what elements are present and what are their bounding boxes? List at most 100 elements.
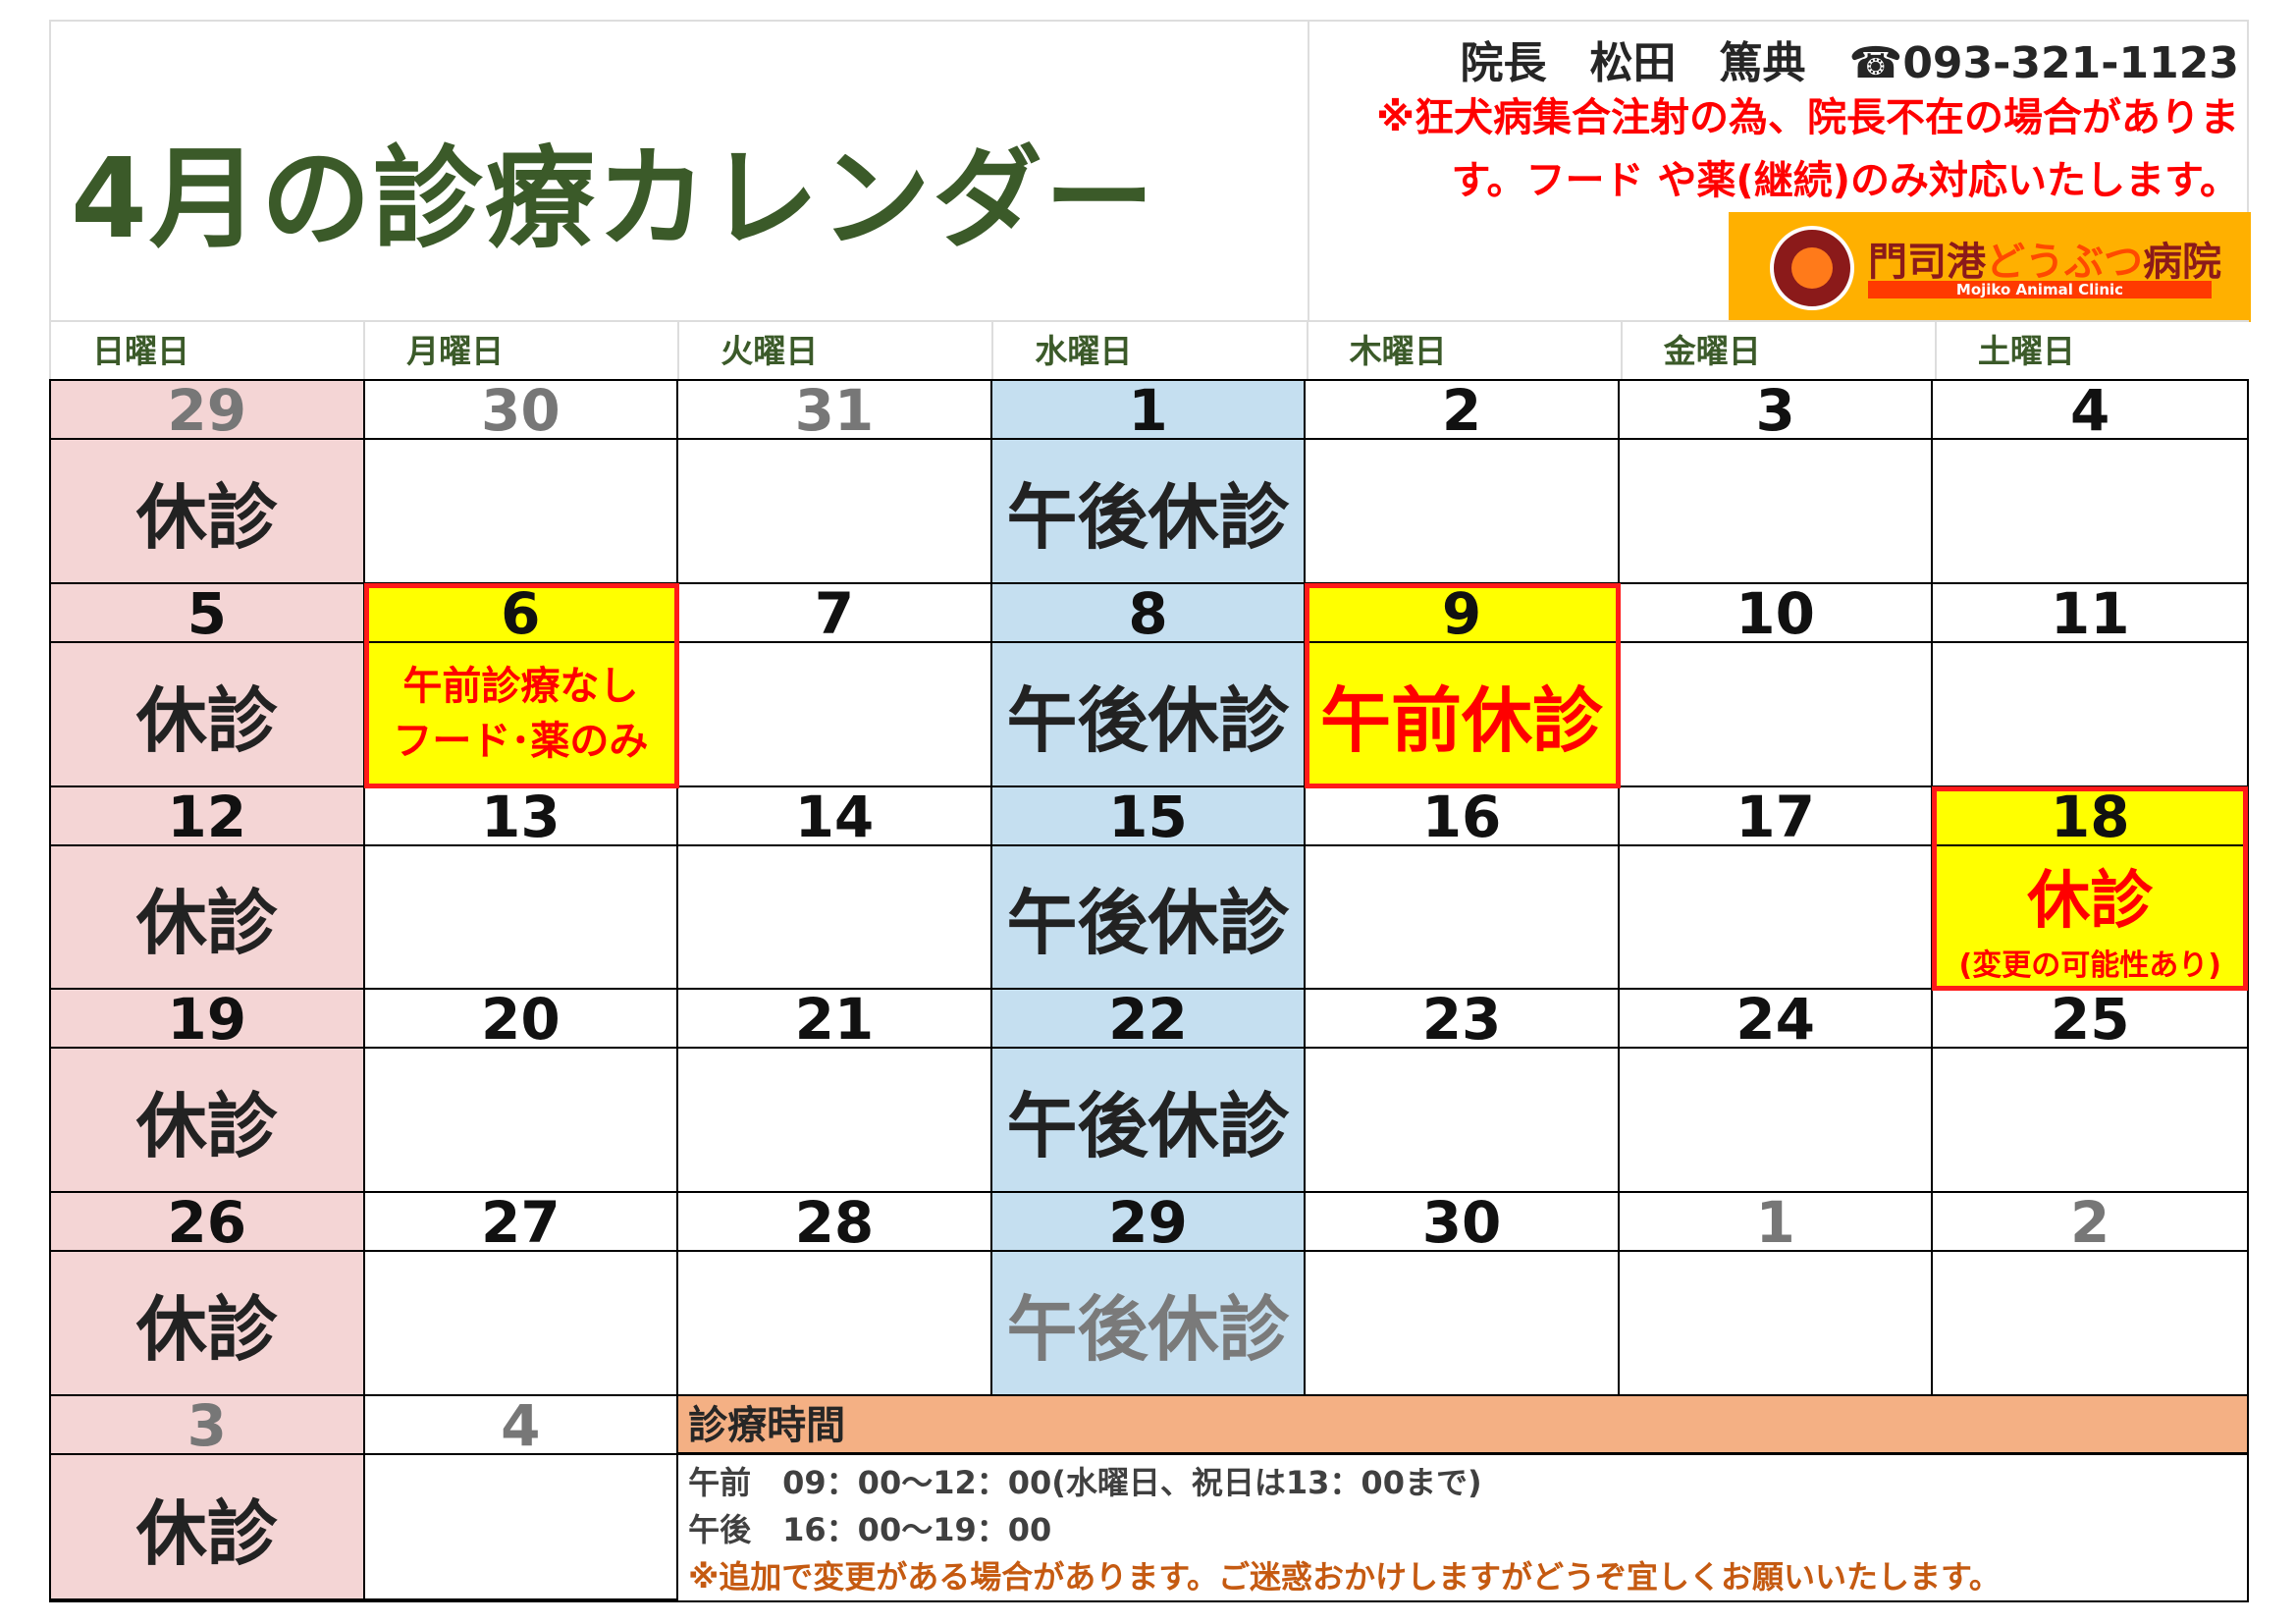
day-number: 18 [1933, 787, 2247, 846]
clinic-name: 門司港どうぶつ病院 [1868, 240, 2221, 285]
clinic-hours: 診療時間 午前 09：00～12：00(水曜日、祝日は13：00まで) 午後 16：… [678, 1396, 2247, 1600]
day-note-area [1933, 1049, 2247, 1191]
day-note-area [1306, 846, 1618, 989]
calendar-day: 28 [678, 1193, 992, 1396]
day-note-area [365, 846, 677, 989]
day-note-area [678, 1252, 990, 1394]
weekday-header: 日曜日 月曜日 火曜日 水曜日 木曜日 金曜日 土曜日 [49, 320, 2249, 381]
day-number: 10 [1619, 584, 1932, 643]
day-status: 休診 [135, 1288, 278, 1372]
day-note-line: フード･薬のみ [393, 719, 649, 765]
header-info: 院長 松田 篤典 ☎093-321-1123 ※狂犬病集合注射の為、院長不在の場… [1308, 22, 2251, 322]
day-note-area: 休診 (変更の可能性あり) [1933, 846, 2247, 989]
day-note-area [1620, 440, 1932, 582]
day-note-area [365, 1455, 677, 1598]
day-number: 4 [364, 1396, 677, 1455]
day-note-area [1620, 1049, 1932, 1191]
day-note-area: 午後休診 [992, 846, 1305, 989]
day-status: 午前休診 [1320, 678, 1604, 762]
day-note-area: 午前診療なし フード･薬のみ [365, 643, 677, 785]
calendar-day: 26 休診 [51, 1193, 365, 1396]
clinic-subtitle: Mojiko Animal Clinic [1868, 281, 2212, 298]
day-number: 15 [991, 787, 1305, 846]
calendar-header: 4月の診療カレンダー 院長 松田 篤典 ☎093-321-1123 ※狂犬病集合… [49, 20, 2251, 322]
day-number: 17 [1619, 787, 1932, 846]
day-number: 14 [678, 787, 990, 846]
calendar-day: 25 [1933, 990, 2247, 1194]
day-note-area [1620, 846, 1932, 989]
day-number: 12 [51, 787, 363, 846]
clinic-logo: 門司港どうぶつ病院 Mojiko Animal Clinic [1729, 212, 2251, 322]
day-note-area [1620, 643, 1932, 785]
day-number: 30 [1306, 1193, 1618, 1253]
day-number: 2 [1306, 381, 1618, 440]
day-note-area [1306, 440, 1618, 582]
day-number: 28 [678, 1193, 990, 1253]
day-note-area [1933, 440, 2247, 582]
day-note-area [1933, 1252, 2247, 1394]
day-status: 休診 [135, 678, 278, 762]
calendar-day: 4 [1933, 381, 2247, 584]
calendar-day: 2 [1933, 1193, 2247, 1396]
calendar-day: 9 午前休診 [1305, 582, 1621, 788]
day-number: 8 [991, 584, 1305, 643]
day-number: 16 [1306, 787, 1618, 846]
calendar-day: 29 午後休診 [991, 1193, 1307, 1396]
day-number: 7 [678, 584, 990, 643]
calendar-day: 30 [1306, 1193, 1620, 1396]
paw-icon [1770, 226, 1854, 310]
calendar-day: 1 午後休診 [991, 381, 1307, 584]
day-number: 19 [51, 990, 363, 1050]
calendar-day: 16 [1306, 786, 1620, 991]
calendar-day: 6 午前診療なし フード･薬のみ [363, 582, 680, 788]
day-status: 午後休診 [1006, 678, 1290, 762]
day-subnote: (変更の可能性あり) [1958, 947, 2221, 983]
calendar-day: 11 [1933, 583, 2247, 787]
day-note-area: 休診 [51, 643, 363, 785]
calendar-day: 7 [678, 583, 992, 787]
day-note-area: 午後休診 [992, 440, 1305, 582]
day-number: 6 [364, 584, 677, 643]
weekday-label: 月曜日 [363, 322, 677, 381]
calendar-day: 5 休診 [51, 583, 365, 787]
day-number: 11 [1933, 584, 2247, 643]
day-note-area [1933, 643, 2247, 785]
day-status: 午後休診 [1006, 1085, 1290, 1168]
day-note-area: 休診 [51, 1049, 363, 1191]
day-note-area [365, 440, 677, 582]
day-status: 休診 [135, 1085, 278, 1168]
day-status: 休診 [135, 475, 278, 559]
day-note-area [365, 1049, 677, 1191]
calendar-day: 13 [364, 786, 679, 991]
day-number: 9 [1306, 584, 1618, 643]
day-note-area: 午前休診 [1306, 643, 1618, 785]
day-note-area [678, 1049, 990, 1191]
day-note-area [1306, 1252, 1618, 1394]
calendar-day: 31 [678, 381, 992, 584]
day-note-line: 午前診療なし [402, 664, 639, 710]
calendar-day: 2 [1306, 381, 1620, 584]
day-status: 休診 [2027, 864, 2154, 938]
day-number: 3 [1619, 381, 1932, 440]
day-status: 午後休診 [1006, 882, 1290, 965]
director-phone: 院長 松田 篤典 ☎093-321-1123 [1460, 38, 2239, 88]
calendar-day: 10 [1619, 583, 1934, 787]
day-status: 午後休診 [1006, 1288, 1290, 1372]
calendar-day: 1 [1619, 1193, 1934, 1396]
day-number: 1 [991, 381, 1305, 440]
day-note-area: 休診 [51, 846, 363, 989]
hours-note: ※追加で変更がある場合があります。ご迷惑おかけしますがどうぞ宜しくお願いいたしま… [688, 1558, 2001, 1596]
day-note-area [1620, 1252, 1932, 1394]
day-number: 1 [1619, 1193, 1932, 1253]
day-number: 30 [364, 381, 677, 440]
page-title: 4月の診療カレンダー [71, 135, 1156, 263]
calendar-day: 30 [364, 381, 679, 584]
day-number: 20 [364, 990, 677, 1050]
day-number: 2 [1933, 1193, 2247, 1253]
weekday-label: 水曜日 [991, 322, 1306, 381]
day-note-area [365, 1252, 677, 1394]
calendar-day: 15 午後休診 [991, 786, 1307, 991]
day-number: 23 [1306, 990, 1618, 1050]
day-number: 24 [1619, 990, 1932, 1050]
day-number: 4 [1933, 381, 2247, 440]
